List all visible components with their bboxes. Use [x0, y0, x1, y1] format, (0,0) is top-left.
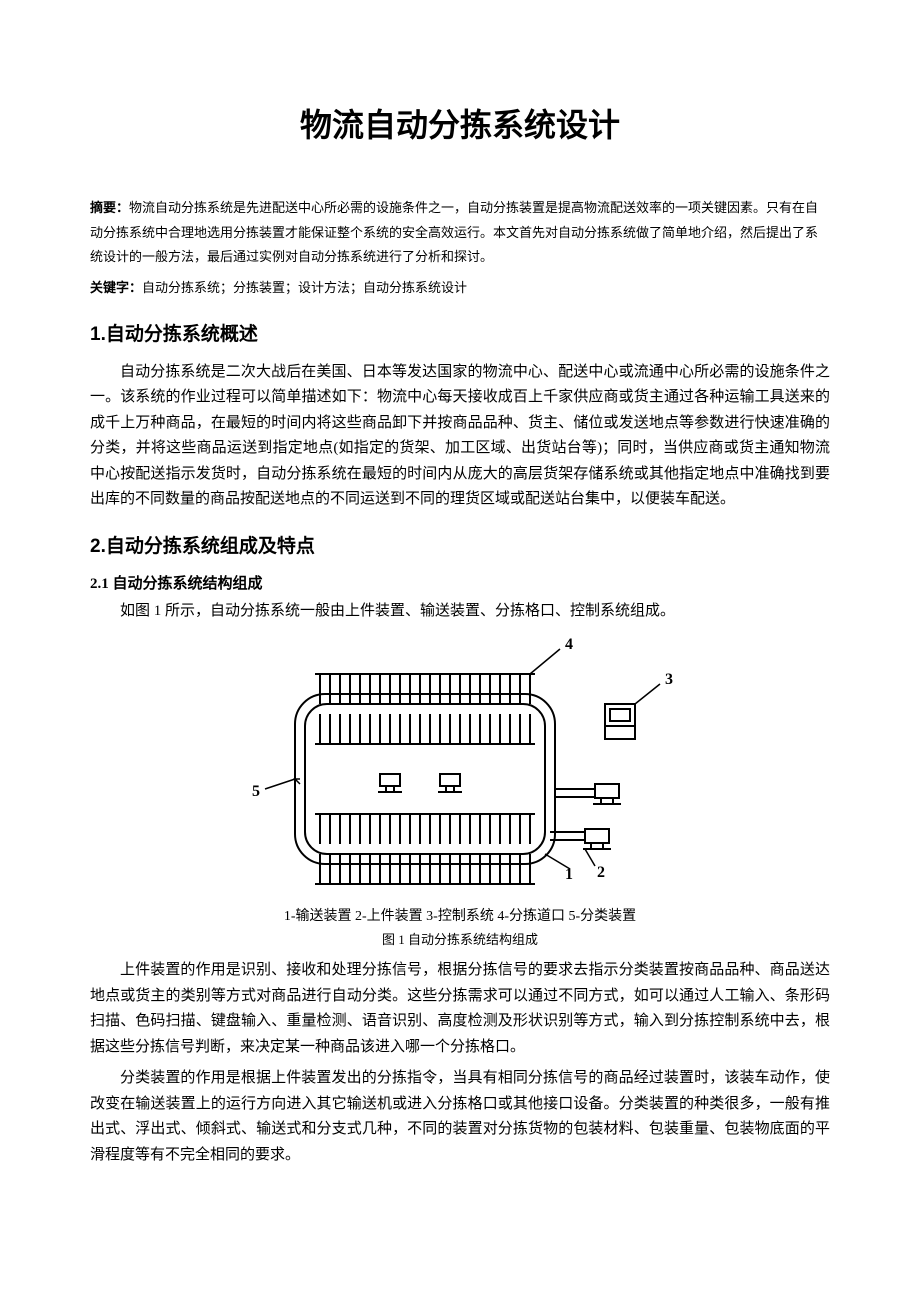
after-figure-paragraph-1: 上件装置的作用是识别、接收和处理分拣信号，根据分拣信号的要求去指示分类装置按商品…: [90, 958, 830, 1060]
abstract-paragraph: 摘要：物流自动分拣系统是先进配送中心所必需的设施条件之一，自动分拣装置是提高物流…: [90, 196, 830, 270]
figure-1-wrapper: 4 3 5 1 2 1-输送装置 2-上件装置 3-控制系统 4-分拣道口 5-…: [90, 634, 830, 948]
keywords-label: 关键字：: [90, 280, 142, 295]
figure-label-2: 2: [597, 864, 605, 881]
figure-label-1: 1: [565, 866, 573, 883]
after-figure-paragraph-2: 分类装置的作用是根据上件装置发出的分拣指令，当具有相同分拣信号的商品经过装置时，…: [90, 1066, 830, 1168]
keywords-paragraph: 关键字：自动分拣系统；分拣装置；设计方法；自动分拣系统设计: [90, 276, 830, 301]
keywords-text: 自动分拣系统；分拣装置；设计方法；自动分拣系统设计: [142, 280, 467, 295]
figure-intro-text: 如图 1 所示，自动分拣系统一般由上件装置、输送装置、分拣格口、控制系统组成。: [90, 599, 830, 625]
section-1-paragraph: 自动分拣系统是二次大战后在美国、日本等发达国家的物流中心、配送中心或流通中心所必…: [90, 360, 830, 513]
figure-caption: 图 1 自动分拣系统结构组成: [90, 929, 830, 948]
section-1-heading: 1.自动分拣系统概述: [90, 319, 830, 346]
abstract-label: 摘要：: [90, 200, 129, 215]
figure-label-4: 4: [565, 636, 573, 653]
sorting-system-diagram: 4 3 5 1 2: [240, 634, 680, 894]
section-2-heading: 2.自动分拣系统组成及特点: [90, 531, 830, 558]
abstract-text: 物流自动分拣系统是先进配送中心所必需的设施条件之一，自动分拣装置是提高物流配送效…: [90, 200, 818, 264]
subsection-2-1-heading: 2.1 自动分拣系统结构组成: [90, 572, 830, 593]
figure-1-drawing: 4 3 5 1 2: [240, 634, 680, 894]
figure-label-3: 3: [665, 671, 673, 688]
page-title: 物流自动分拣系统设计: [90, 100, 830, 146]
figure-legend: 1-输送装置 2-上件装置 3-控制系统 4-分拣道口 5-分类装置: [90, 905, 830, 925]
figure-label-5: 5: [252, 783, 260, 800]
